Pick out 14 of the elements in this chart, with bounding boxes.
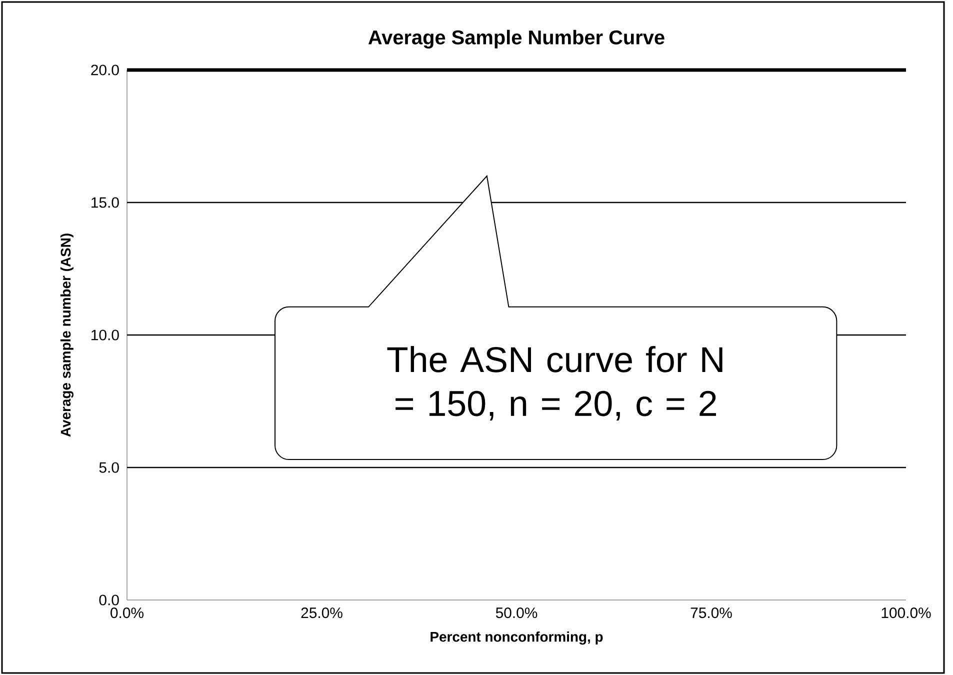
x-tick-label: 75.0% bbox=[690, 608, 732, 618]
y-axis-title: Average sample number (ASN) bbox=[60, 234, 74, 437]
chart-title: Average Sample Number Curve bbox=[368, 30, 664, 48]
x-axis-title: Percent nonconforming, p bbox=[430, 632, 603, 645]
y-tick-label: 0.0 bbox=[99, 594, 119, 606]
x-tick-label: 25.0% bbox=[301, 608, 342, 618]
x-tick-label: 0.0% bbox=[110, 608, 144, 618]
x-tick-label: 50.0% bbox=[496, 608, 538, 618]
annotation: The ASN curve for N = 150, n = 20, c = 2 bbox=[387, 346, 722, 420]
y-tick-label: 10.0 bbox=[92, 330, 119, 340]
y-tick-label: 15.0 bbox=[92, 197, 119, 208]
x-tick-label: 100.0% bbox=[882, 608, 931, 618]
y-tick-label: 5.0 bbox=[99, 462, 119, 473]
y-tick-label: 20.0 bbox=[91, 64, 119, 76]
